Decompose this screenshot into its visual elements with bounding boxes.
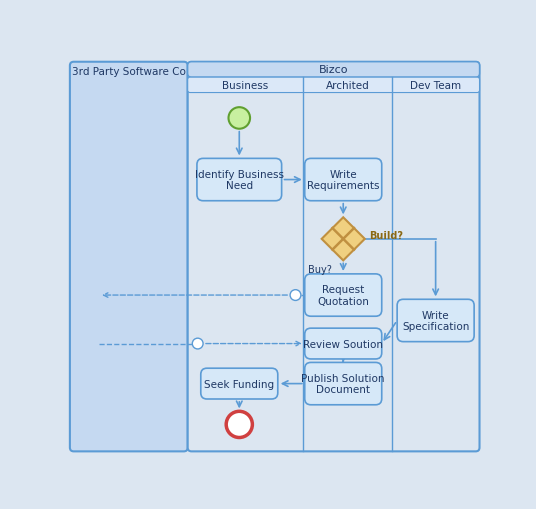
Text: Identify Business
Need: Identify Business Need [195, 169, 284, 191]
Text: Dev Team: Dev Team [410, 81, 461, 91]
Text: Review Soution: Review Soution [303, 339, 383, 349]
Text: Publish Solution
Document: Publish Solution Document [301, 373, 385, 394]
FancyBboxPatch shape [397, 300, 474, 342]
Text: Build?: Build? [369, 231, 403, 241]
FancyBboxPatch shape [305, 363, 382, 405]
Text: Archited: Archited [325, 81, 369, 91]
Text: Request
Quotation: Request Quotation [317, 285, 369, 306]
Text: 3rd Party Software Co: 3rd Party Software Co [72, 67, 185, 77]
Text: Bizco: Bizco [319, 65, 348, 75]
Polygon shape [322, 218, 365, 261]
FancyBboxPatch shape [305, 159, 382, 202]
Text: Business: Business [222, 81, 269, 91]
FancyBboxPatch shape [197, 159, 281, 202]
FancyBboxPatch shape [188, 63, 480, 78]
FancyBboxPatch shape [201, 369, 278, 399]
FancyBboxPatch shape [70, 63, 188, 451]
Text: Seek Funding: Seek Funding [204, 379, 274, 389]
Circle shape [226, 411, 252, 438]
Circle shape [228, 108, 250, 129]
Circle shape [192, 338, 203, 349]
Text: Write
Specification: Write Specification [402, 310, 470, 331]
FancyBboxPatch shape [188, 63, 480, 451]
FancyBboxPatch shape [305, 274, 382, 317]
FancyBboxPatch shape [305, 328, 382, 359]
Circle shape [290, 290, 301, 301]
Text: Write
Requirements: Write Requirements [307, 169, 379, 191]
FancyBboxPatch shape [188, 78, 480, 93]
Text: Buy?: Buy? [308, 265, 332, 275]
